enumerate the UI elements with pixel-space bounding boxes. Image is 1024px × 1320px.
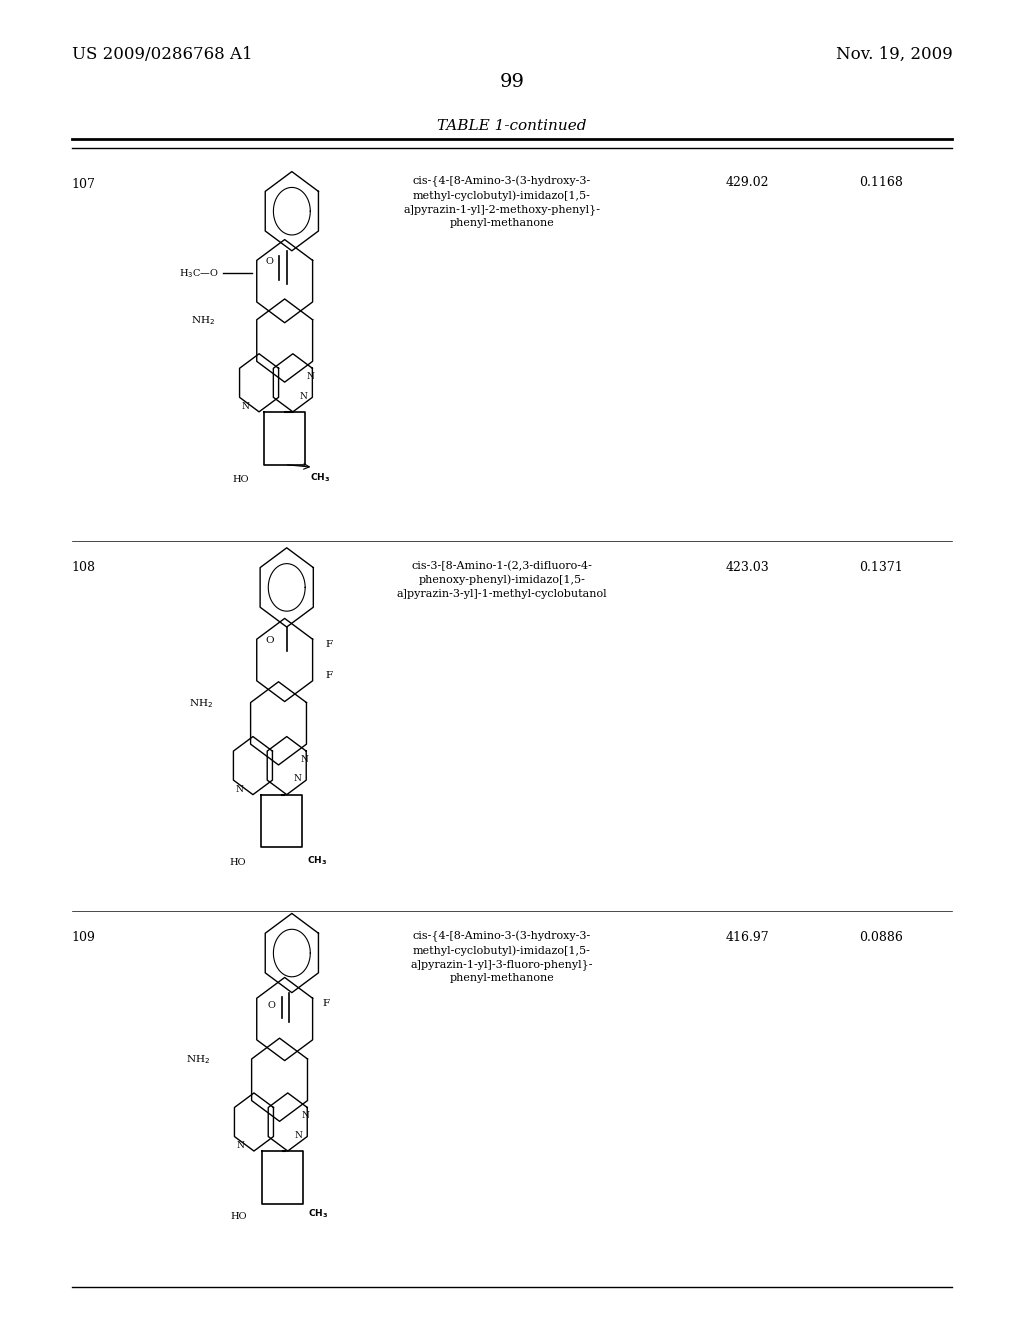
- Text: cis-{4-[8-Amino-3-(3-hydroxy-3-
methyl-cyclobutyl)-imidazo[1,5-
a]pyrazin-1-yl]-: cis-{4-[8-Amino-3-(3-hydroxy-3- methyl-c…: [403, 176, 600, 228]
- Text: 99: 99: [500, 73, 524, 91]
- Text: O: O: [266, 636, 274, 644]
- Text: 416.97: 416.97: [726, 931, 769, 944]
- Text: TABLE 1-continued: TABLE 1-continued: [437, 119, 587, 133]
- Text: Nov. 19, 2009: Nov. 19, 2009: [836, 46, 952, 63]
- Text: 0.0886: 0.0886: [859, 931, 902, 944]
- Text: NH$_2$: NH$_2$: [185, 1053, 210, 1067]
- Text: 423.03: 423.03: [726, 561, 769, 574]
- Text: 107: 107: [72, 178, 95, 191]
- Text: F: F: [326, 640, 332, 648]
- Text: N: N: [294, 1131, 302, 1139]
- Text: HO: HO: [229, 858, 246, 867]
- Text: N: N: [300, 755, 308, 763]
- Text: N: N: [242, 403, 250, 411]
- Text: 109: 109: [72, 931, 95, 944]
- Text: O: O: [265, 257, 273, 265]
- Text: F: F: [326, 672, 332, 680]
- Text: N: N: [301, 1111, 309, 1119]
- Text: cis-{4-[8-Amino-3-(3-hydroxy-3-
methyl-cyclobutyl)-imidazo[1,5-
a]pyrazin-1-yl]-: cis-{4-[8-Amino-3-(3-hydroxy-3- methyl-c…: [411, 931, 593, 983]
- Text: HO: HO: [230, 1212, 247, 1221]
- Text: 0.1371: 0.1371: [859, 561, 902, 574]
- Text: 0.1168: 0.1168: [859, 176, 902, 189]
- Text: N: N: [236, 785, 244, 793]
- Text: 108: 108: [72, 561, 95, 574]
- Text: $\mathbf{CH_3}$: $\mathbf{CH_3}$: [310, 471, 331, 483]
- Text: N: N: [306, 372, 314, 380]
- Text: $\mathbf{CH_3}$: $\mathbf{CH_3}$: [307, 854, 328, 866]
- Text: NH$_2$: NH$_2$: [188, 697, 213, 710]
- Text: F: F: [322, 999, 329, 1007]
- Text: HO: HO: [232, 475, 249, 484]
- Text: H$_3$C—O: H$_3$C—O: [179, 267, 219, 280]
- Text: 429.02: 429.02: [726, 176, 769, 189]
- Text: $\mathbf{CH_3}$: $\mathbf{CH_3}$: [308, 1208, 329, 1220]
- Text: US 2009/0286768 A1: US 2009/0286768 A1: [72, 46, 252, 63]
- Text: N: N: [293, 775, 301, 783]
- Text: O: O: [267, 1002, 275, 1010]
- Text: N: N: [237, 1142, 245, 1150]
- Text: N: N: [299, 392, 307, 400]
- Text: NH$_2$: NH$_2$: [190, 314, 215, 327]
- Text: cis-3-[8-Amino-1-(2,3-difluoro-4-
phenoxy-phenyl)-imidazo[1,5-
a]pyrazin-3-yl]-1: cis-3-[8-Amino-1-(2,3-difluoro-4- phenox…: [396, 561, 607, 598]
